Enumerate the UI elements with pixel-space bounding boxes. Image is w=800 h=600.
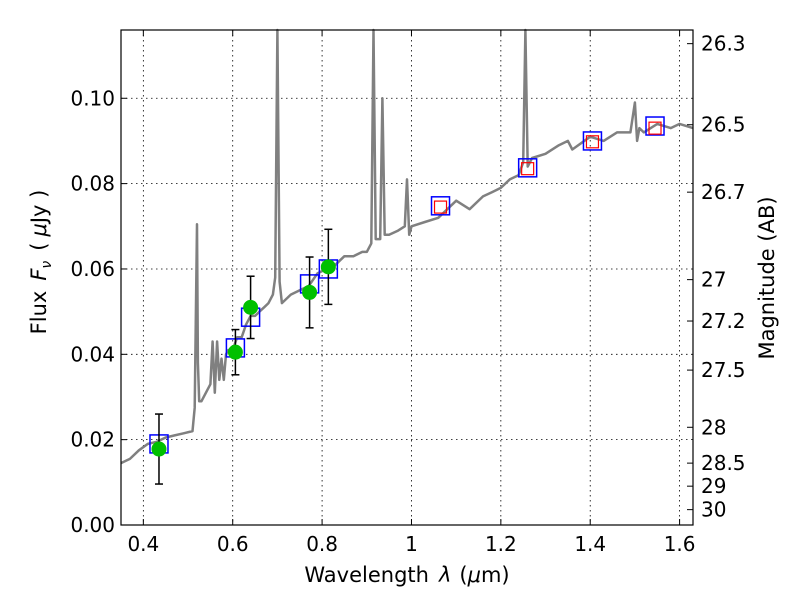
plot-background xyxy=(121,30,693,525)
model-photometry-red-square xyxy=(433,200,448,214)
model-photometry-square xyxy=(645,116,665,136)
magnitude-tick-label: 27.5 xyxy=(701,358,746,382)
magnitude-tick-label: 28.5 xyxy=(701,451,746,475)
observed-data-point xyxy=(320,259,336,275)
model-photometry-square xyxy=(430,196,451,216)
series xyxy=(120,28,694,485)
model-photometry-square xyxy=(582,131,603,151)
x-axis-label-text: Wavelength xyxy=(304,563,429,587)
observed-data-point xyxy=(227,344,243,360)
y-tick-label: 0.00 xyxy=(70,513,115,537)
ticks: 0.4 0.6 0.8 1 1.2 1.4 1.6 0.00 0.02 0.04 0.06 0.08 0… xyxy=(70,30,746,556)
x-tick-label: 1.4 xyxy=(574,532,606,556)
x-axis-unit-open: ( xyxy=(459,563,467,587)
y-axis-label-text: Flux xyxy=(27,291,51,335)
x-axis-unit-rest: m) xyxy=(481,563,510,587)
y-tick-label: 0.02 xyxy=(70,428,115,452)
y-tick-label: 0.06 xyxy=(70,257,115,281)
magnitude-tick-label: 26.3 xyxy=(701,32,746,56)
y-axis-label: Flux Fν ( μJy ) xyxy=(27,190,55,335)
y-axis-unit-open: ( xyxy=(27,243,51,251)
y-tick-label: 0.04 xyxy=(70,342,115,366)
x-tick-label: 0.4 xyxy=(127,532,159,556)
magnitude-axis-label: Magnitude (AB) xyxy=(755,196,779,359)
magnitude-tick-label: 28 xyxy=(701,415,726,439)
x-tick-label: 0.6 xyxy=(217,532,249,556)
x-tick-label: 1 xyxy=(405,532,418,556)
x-axis-label: Wavelength λ (μm) xyxy=(304,563,509,587)
model-photometry-red-square xyxy=(585,135,600,149)
y-axis-unit-mu: μ xyxy=(27,223,51,237)
model-photometry-red-square xyxy=(648,121,662,135)
x-tick-label: 1.2 xyxy=(485,532,517,556)
spectrum-line xyxy=(120,28,694,465)
observed-data-point xyxy=(302,284,318,300)
observed-data-point xyxy=(151,441,167,457)
x-axis-unit-mu: μ xyxy=(467,563,481,587)
x-tick-label: 1.6 xyxy=(664,532,696,556)
y-tick-label: 0.08 xyxy=(70,172,115,196)
plot-frame xyxy=(120,29,694,526)
observed-data-point xyxy=(243,299,259,315)
y-axis-symbol: F xyxy=(27,268,51,281)
y-axis-subscript: ν xyxy=(39,261,55,269)
magnitude-tick-label: 29 xyxy=(701,474,726,498)
y-tick-label: 0.10 xyxy=(70,86,115,110)
x-tick-label: 0.8 xyxy=(306,532,338,556)
magnitude-tick-label: 27.2 xyxy=(701,309,746,333)
magnitude-tick-label: 27 xyxy=(701,268,726,292)
magnitude-tick-label: 26.5 xyxy=(701,113,746,137)
magnitude-tick-label: 26.7 xyxy=(701,180,746,204)
y-axis-unit-rest: Jy ) xyxy=(27,190,51,226)
model-photometry-square xyxy=(517,158,538,178)
magnitude-tick-label: 30 xyxy=(701,498,726,522)
x-axis-symbol: λ xyxy=(438,563,451,587)
model-photometry-red-square xyxy=(521,162,535,176)
